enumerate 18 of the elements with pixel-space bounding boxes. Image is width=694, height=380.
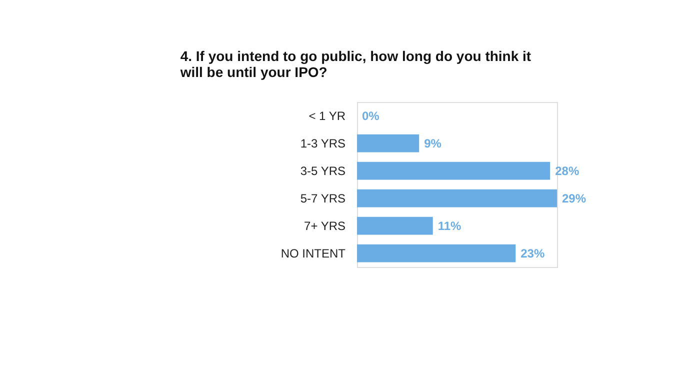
bar xyxy=(357,134,420,152)
y-tick-label: NO INTENT xyxy=(280,246,346,260)
bar xyxy=(357,189,557,208)
bar xyxy=(357,162,550,180)
data-label: 28% xyxy=(555,164,580,178)
data-label: 23% xyxy=(520,246,545,260)
y-tick-label: 3-5 YRS xyxy=(300,164,346,178)
data-label: 9% xyxy=(424,136,442,150)
y-tick-label: 1-3 YRS xyxy=(300,136,346,150)
bar xyxy=(357,216,433,235)
y-tick-label: 5-7 YRS xyxy=(300,191,346,206)
y-tick-label: 7+ YRS xyxy=(304,218,346,233)
y-tick-label: < 1 YR xyxy=(308,108,346,123)
data-label: 29% xyxy=(562,191,586,206)
bar xyxy=(357,244,516,262)
chart-title: 4. If you intend to go public, how long do you think it will be until your IPO? xyxy=(179,48,532,80)
data-label: 0% xyxy=(362,108,380,123)
data-label: 11% xyxy=(438,218,462,233)
